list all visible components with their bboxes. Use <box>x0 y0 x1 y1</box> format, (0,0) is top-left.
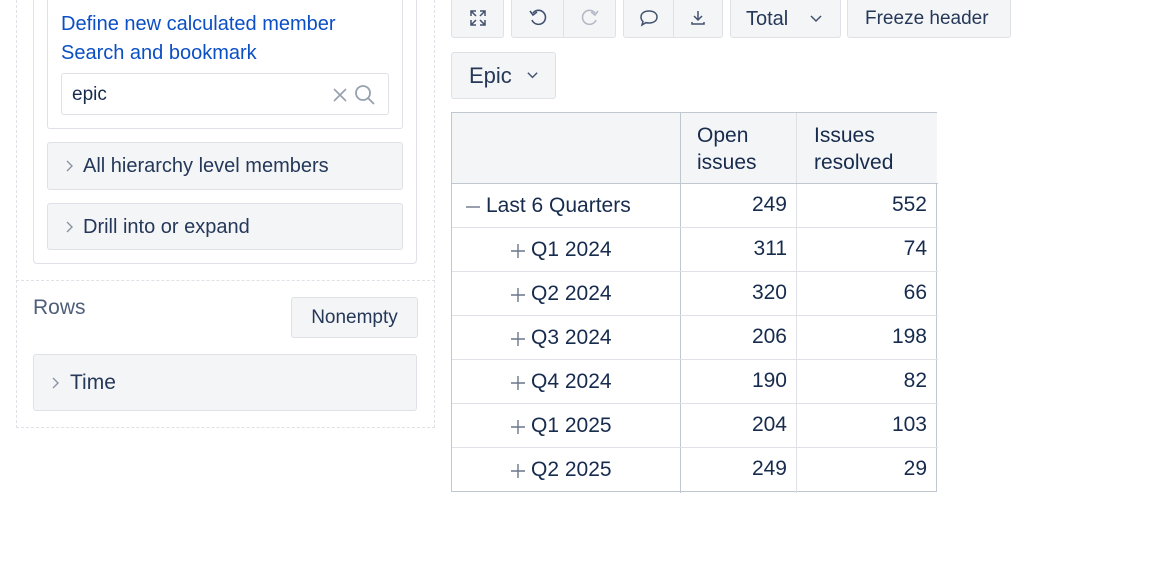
search-icon[interactable] <box>354 84 376 106</box>
cell-open-issues: 311 <box>753 237 787 260</box>
expand-icon[interactable] <box>510 243 526 259</box>
grid-line <box>452 183 938 184</box>
toolbar-separator <box>563 0 564 37</box>
dimension-label: Epic <box>469 62 512 88</box>
row-header: Q2 2024 <box>531 282 612 305</box>
measures-search-box <box>47 0 403 129</box>
report-table: Open issues Issues resolved Last 6 Quart… <box>451 112 938 493</box>
row-header: Q1 2025 <box>531 414 612 437</box>
undo-icon <box>528 9 546 26</box>
measures-search-field <box>61 73 389 115</box>
cell-open-issues: 190 <box>751 369 787 392</box>
chevron-right-icon <box>52 377 59 389</box>
redo-icon <box>581 9 599 26</box>
grid-line <box>452 447 938 448</box>
grid-line <box>796 113 797 493</box>
grid-line <box>680 113 681 493</box>
define-calculated-member-link[interactable]: Define new calculated member <box>61 13 336 35</box>
header-label: Issues resolved <box>814 124 894 174</box>
freeze-header-button[interactable]: Freeze header <box>847 0 1011 38</box>
chevron-right-icon <box>66 160 73 172</box>
cell-open-issues: 204 <box>751 413 787 436</box>
cell-issues-resolved: 552 <box>891 193 927 216</box>
chevron-right-icon <box>66 221 73 233</box>
section-label: All hierarchy level members <box>83 155 329 177</box>
grid-line <box>452 403 938 404</box>
all-hierarchy-members-section[interactable]: All hierarchy level members <box>47 142 403 190</box>
section-divider <box>16 280 435 281</box>
row-header: Q4 2024 <box>531 370 612 393</box>
chevron-down-icon <box>810 15 822 23</box>
nonempty-button[interactable]: Nonempty <box>291 297 418 338</box>
row-header: Q3 2024 <box>531 326 612 349</box>
cell-open-issues: 249 <box>751 457 787 480</box>
cell-issues-resolved: 82 <box>903 369 927 392</box>
grid-line <box>452 227 938 228</box>
total-dropdown[interactable]: Total <box>730 0 841 38</box>
grid-line <box>452 359 938 360</box>
expand-icon[interactable] <box>510 287 526 303</box>
row-header: Q2 2025 <box>531 458 612 481</box>
epic-dimension-dropdown[interactable]: Epic <box>451 52 556 99</box>
grid-line <box>452 315 938 316</box>
cell-issues-resolved: 74 <box>903 237 927 260</box>
row-header: Last 6 Quarters <box>486 194 631 217</box>
cell-open-issues: 320 <box>751 281 787 304</box>
download-button[interactable] <box>674 0 722 37</box>
measures-search-input[interactable] <box>72 83 322 107</box>
undo-redo-group <box>511 0 616 38</box>
column-header-open-issues[interactable]: Open issues <box>681 113 796 183</box>
row-header: Q1 2024 <box>531 238 612 261</box>
freeze-header-label: Freeze header <box>865 8 989 29</box>
dimension-label: Time <box>70 371 116 394</box>
rows-section-title: Rows <box>33 296 86 319</box>
redo-button[interactable] <box>564 0 615 37</box>
search-and-bookmark-link[interactable]: Search and bookmark <box>61 42 257 64</box>
chevron-down-icon <box>527 72 538 79</box>
expand-icon[interactable] <box>510 419 526 435</box>
clear-icon[interactable] <box>331 86 349 104</box>
section-label: Drill into or expand <box>83 216 250 238</box>
fullscreen-icon <box>469 10 486 26</box>
header-label: Open issues <box>697 124 757 174</box>
cell-open-issues: 249 <box>751 193 787 216</box>
corner-header-cell <box>452 113 680 183</box>
column-header-issues-resolved[interactable]: Issues resolved <box>797 113 937 183</box>
cell-issues-resolved: 66 <box>903 281 927 304</box>
cell-issues-resolved: 103 <box>891 413 927 436</box>
report-setup-panel <box>16 0 435 428</box>
download-icon <box>691 11 705 25</box>
grid-line <box>452 271 938 272</box>
undo-button[interactable] <box>512 0 563 37</box>
cell-open-issues: 206 <box>751 325 787 348</box>
cell-issues-resolved: 29 <box>903 457 927 480</box>
comment-icon <box>639 10 658 27</box>
drill-into-section[interactable]: Drill into or expand <box>47 203 403 250</box>
fullscreen-button[interactable] <box>452 0 503 37</box>
total-label: Total <box>746 8 789 30</box>
cell-issues-resolved: 198 <box>891 325 927 348</box>
toolbar-separator <box>673 0 674 37</box>
collapse-icon[interactable] <box>465 199 481 215</box>
expand-icon[interactable] <box>510 375 526 391</box>
comment-button[interactable] <box>624 0 673 37</box>
comment-download-group <box>623 0 723 38</box>
measures-card <box>33 0 417 264</box>
expand-icon[interactable] <box>510 331 526 347</box>
expand-icon[interactable] <box>510 463 526 479</box>
rows-dimension-time[interactable]: Time <box>33 354 417 411</box>
fullscreen-group <box>451 0 504 38</box>
